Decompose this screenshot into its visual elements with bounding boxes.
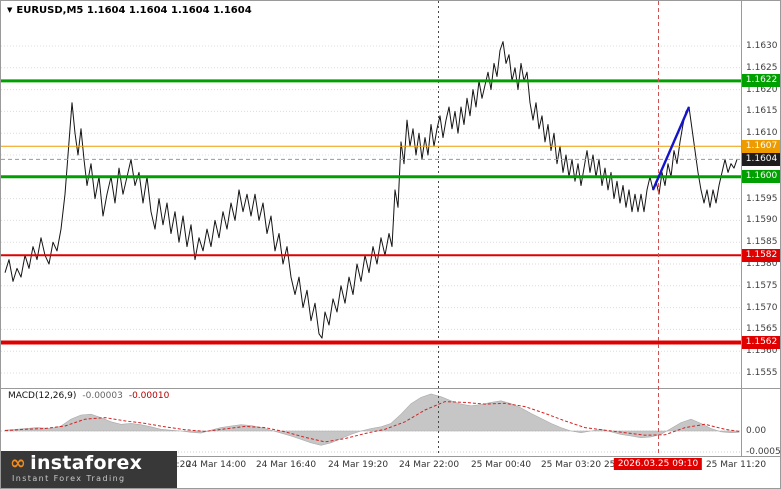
price-axis-label: 1.1585: [746, 237, 778, 248]
price-axis-label: 1.1560: [746, 346, 778, 357]
brand-name: instaforex: [30, 452, 143, 474]
infinity-logo-icon: ∞: [10, 452, 27, 474]
price-level-badge: 1.1622: [742, 74, 780, 88]
price-axis-label: 1.1610: [746, 128, 778, 139]
price-axis-label: 1.1620: [746, 84, 778, 95]
macd-value-main: -0.00003: [82, 391, 123, 401]
price-axis-label: 1.1580: [746, 259, 778, 269]
price-level-badge: 1.1582: [742, 248, 780, 262]
time-axis-highlight-label: 2026.03.25 09:10: [613, 458, 703, 470]
price-axis-label: 1.1625: [746, 62, 778, 73]
brand-tagline: Instant Forex Trading: [12, 474, 126, 483]
price-level-badge: 1.1600: [742, 170, 780, 184]
macd-value-signal: -0.00010: [128, 391, 170, 401]
price-level-badge: 1.1607: [742, 139, 780, 153]
macd-indicator-label: MACD(12,26,9) -0.00003 -0.00010: [8, 391, 169, 401]
price-axis-label: 1.1615: [746, 106, 778, 117]
time-axis-label: 24 Mar 19:20: [327, 460, 389, 470]
symbol-ohlc-line: ▼ EURUSD,M5 1.1604 1.1604 1.1604 1.1604: [7, 5, 252, 16]
price-axis-label: 1.1590: [746, 215, 778, 226]
time-axis-label: 24 Mar 22:00: [398, 460, 460, 470]
price-axis-label: 1.1555: [746, 368, 778, 378]
price-level-badge: 1.1604: [742, 152, 780, 166]
time-axis-label: 25 Mar 11:20: [705, 460, 767, 470]
instaforex-logo: ∞ instaforex: [10, 452, 168, 474]
time-axis-label: 24 Mar 16:40: [255, 460, 317, 470]
symbol-label: EURUSD,M5: [16, 5, 84, 16]
macd-name: MACD(12,26,9): [8, 391, 77, 401]
price-level-badge: 1.1562: [742, 335, 780, 349]
time-axis-label: 25 Mar 03:20: [540, 460, 602, 470]
macd-axis-label: 0.00: [746, 426, 767, 436]
time-axis-label: 25 Mar 00:40: [470, 460, 532, 470]
price-axis-label: 1.1630: [746, 41, 778, 51]
price-axis-label: 1.1575: [746, 280, 778, 291]
price-axis-label: 1.1595: [746, 193, 778, 204]
ohlc-values: 1.1604 1.1604 1.1604 1.1604: [86, 5, 252, 16]
price-axis-label: 1.1570: [746, 302, 778, 313]
macd-axis-label: -0.0005: [746, 447, 781, 457]
instaforex-watermark: ∞ instaforex Instant Forex Trading: [1, 451, 177, 488]
chart-dropdown-icon: ▼: [7, 6, 13, 14]
time-axis-label: 24 Mar 14:00: [185, 460, 247, 470]
price-axis-label: 1.1565: [746, 324, 778, 335]
